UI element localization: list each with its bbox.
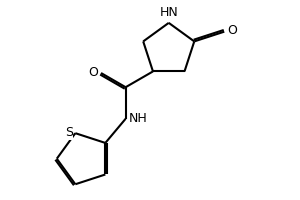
Text: NH: NH bbox=[129, 112, 147, 125]
Text: HN: HN bbox=[159, 6, 178, 19]
Text: O: O bbox=[227, 24, 237, 37]
Text: S: S bbox=[65, 126, 73, 139]
Text: O: O bbox=[88, 66, 98, 79]
